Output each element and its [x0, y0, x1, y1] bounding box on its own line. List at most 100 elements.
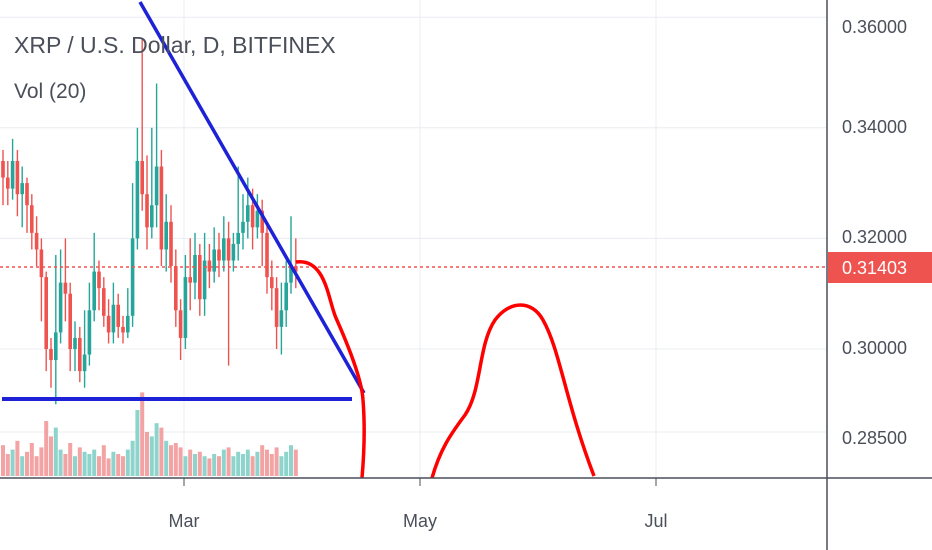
y-tick-label: 0.34000	[842, 117, 907, 137]
candle	[193, 232, 197, 300]
volume-bar	[241, 454, 245, 476]
volume-bar	[97, 456, 101, 476]
volume-bar	[10, 449, 15, 476]
chart-legend: XRP / U.S. Dollar, D, BITFINEX Vol (20)	[14, 30, 336, 106]
candle	[116, 293, 120, 338]
volume-bar	[269, 454, 274, 476]
candle	[106, 299, 111, 344]
volume-bar	[15, 440, 20, 476]
volume-bar	[178, 447, 183, 476]
volume-bar	[217, 456, 221, 476]
candle	[150, 127, 154, 239]
volume-bar	[183, 456, 188, 476]
candle-body	[198, 254, 202, 300]
candle	[82, 310, 87, 388]
candle	[10, 138, 15, 200]
volume-bar	[34, 456, 39, 476]
candle	[169, 205, 173, 283]
candle	[135, 127, 140, 250]
volume-bar	[5, 454, 10, 476]
candle	[20, 166, 24, 228]
volume-bar	[140, 392, 145, 476]
y-tick-label: 0.30000	[842, 338, 907, 358]
candle	[255, 194, 260, 239]
volume-indicator-label: Vol (20)	[14, 80, 87, 103]
volume-bar	[159, 427, 164, 476]
candle-body	[241, 221, 245, 233]
candle-body	[30, 205, 34, 233]
volume-bar	[293, 449, 298, 476]
volume-bar	[202, 456, 207, 476]
candle-body	[39, 249, 44, 278]
candle-body	[183, 277, 188, 338]
candle	[126, 288, 130, 338]
candle	[92, 232, 96, 322]
candle	[154, 83, 159, 228]
candle-body	[121, 326, 125, 333]
candle-body	[284, 282, 288, 311]
candle-body	[154, 166, 159, 206]
candle	[212, 227, 216, 283]
volume-bar	[53, 427, 58, 476]
candle-body	[289, 266, 293, 283]
x-axis-ticks: Mar May Jul	[169, 478, 668, 531]
candle	[39, 238, 44, 322]
candle-body	[174, 266, 178, 311]
candle	[174, 249, 178, 327]
volume-bar	[29, 443, 34, 476]
candle-body	[130, 238, 135, 316]
projection-curve-2[interactable]	[430, 303, 596, 479]
candle-body	[217, 249, 221, 261]
candle	[87, 282, 92, 366]
volume-bar	[279, 456, 284, 476]
volume-bar	[1, 445, 5, 476]
candle-body	[202, 260, 207, 300]
candle	[54, 254, 58, 405]
downtrend-line[interactable]	[138, 1, 366, 394]
projection-curve-1[interactable]	[295, 260, 366, 479]
volume-bar	[73, 456, 77, 476]
candle	[78, 326, 82, 383]
last-price-tag: 0.31403	[828, 252, 932, 283]
candle	[236, 166, 240, 261]
candle	[145, 155, 149, 250]
candle-body	[140, 160, 144, 195]
candle-body	[231, 243, 236, 261]
candle	[260, 199, 264, 267]
candle-body	[159, 166, 164, 250]
candle	[25, 177, 29, 233]
candle-body	[274, 288, 279, 327]
candle-body	[164, 221, 168, 250]
y-axis-ticks: 0.36000 0.34000 0.32000 0.30000 0.28500	[842, 17, 907, 448]
candle-body	[294, 266, 298, 272]
volume-bar	[149, 436, 154, 476]
volume-bar	[231, 456, 236, 476]
candle	[241, 194, 245, 250]
candle-body	[44, 277, 48, 349]
candle-body	[102, 288, 106, 316]
candle-body	[82, 354, 87, 372]
candle-body	[92, 271, 96, 311]
volume-bar	[197, 451, 202, 476]
candle-body	[15, 160, 20, 195]
volume-bar	[154, 423, 159, 476]
volume-bar	[82, 451, 87, 476]
candle	[231, 232, 236, 272]
volume-bar	[49, 436, 53, 476]
volume-bar	[274, 447, 279, 476]
candle-body	[270, 277, 274, 289]
candle	[58, 249, 63, 344]
candle-body	[1, 160, 5, 178]
candle	[265, 221, 269, 294]
candle	[294, 238, 298, 289]
volume-bar	[77, 447, 82, 476]
candle-body	[212, 249, 216, 272]
y-tick-label: 0.36000	[842, 17, 907, 37]
volume-bar	[87, 454, 92, 476]
volume-bar	[169, 445, 173, 476]
volume-bar	[92, 449, 97, 476]
x-tick-label: Mar	[169, 511, 200, 531]
candle	[164, 194, 168, 272]
candle-body	[207, 260, 212, 272]
